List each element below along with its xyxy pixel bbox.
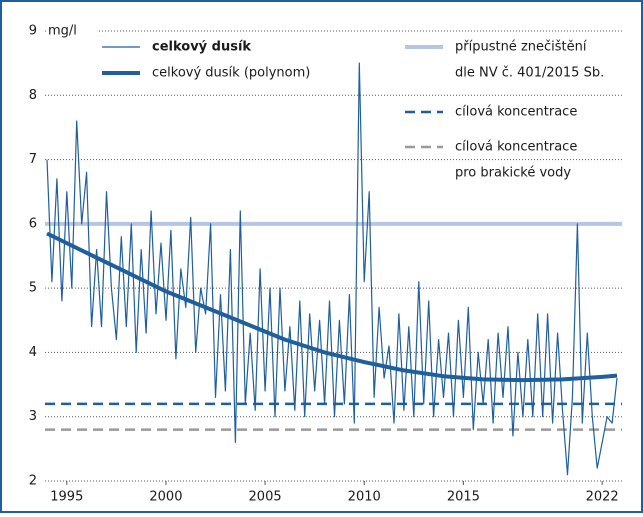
y-unit: mg/l bbox=[48, 24, 77, 39]
legend-bg bbox=[451, 37, 631, 57]
legend-label: cílová koncentrace bbox=[455, 105, 577, 120]
x-tick-label: 2022 bbox=[586, 490, 619, 505]
y-tick-label: 2 bbox=[29, 474, 37, 489]
legend-label: přípustné znečištění bbox=[455, 40, 587, 55]
x-tick-label: 2005 bbox=[249, 490, 282, 505]
series-line bbox=[46, 231, 618, 383]
y-tick-label: 3 bbox=[29, 409, 37, 424]
legend-label: pro brakické vody bbox=[455, 166, 571, 181]
y-tick-label: 4 bbox=[29, 345, 37, 360]
legend-label: celkový dusík (polynom) bbox=[152, 66, 310, 81]
legend-bg bbox=[451, 163, 631, 183]
legend-bg bbox=[148, 37, 328, 57]
y-tick-label: 5 bbox=[29, 281, 37, 296]
series-line bbox=[46, 62, 618, 476]
x-tick-label: 2000 bbox=[149, 490, 182, 505]
y-tick-label: 7 bbox=[29, 152, 37, 167]
legend-bg bbox=[148, 63, 328, 83]
x-tick-label: 2015 bbox=[447, 490, 480, 505]
x-tick-label: 2010 bbox=[348, 490, 381, 505]
legend-label: cílová koncentrace bbox=[455, 140, 577, 155]
y-tick-label: 9 bbox=[29, 24, 37, 39]
x-tick-label: 1995 bbox=[50, 490, 83, 505]
y-tick-label: 8 bbox=[29, 88, 37, 103]
legend-bg bbox=[451, 102, 631, 122]
legend-bg bbox=[451, 63, 631, 83]
legend-bg bbox=[451, 137, 631, 157]
y-tick-label: 6 bbox=[29, 216, 37, 231]
legend-label: celkový dusík bbox=[152, 40, 251, 55]
legend-label: dle NV č. 401/2015 Sb. bbox=[455, 66, 604, 81]
unit-bg bbox=[46, 22, 98, 40]
